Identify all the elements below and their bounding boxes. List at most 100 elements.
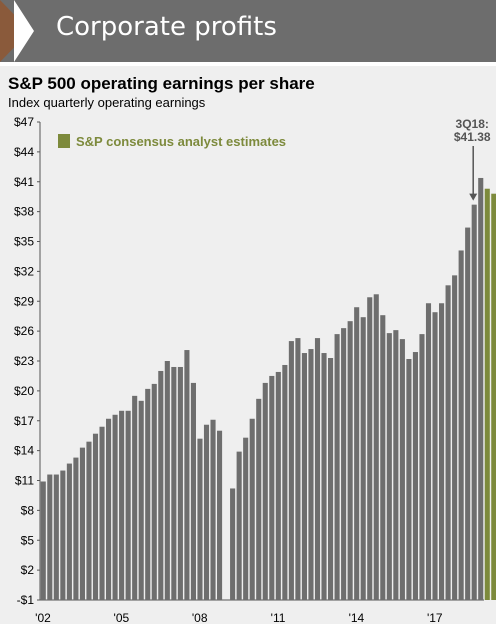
bar-actual — [282, 364, 288, 600]
banner-chevron-icon — [14, 0, 34, 62]
bar-actual — [439, 303, 445, 600]
banner-title: Corporate profits — [56, 12, 277, 42]
bar-actual — [158, 370, 164, 600]
bar-actual — [119, 410, 125, 600]
bar-actual — [380, 315, 386, 600]
bar-actual — [66, 463, 72, 600]
annotation-label-line2: $41.38 — [454, 130, 491, 144]
bar-actual — [256, 398, 262, 600]
bar-actual — [314, 338, 321, 600]
chart-title: S&P 500 operating earnings per share — [8, 74, 315, 93]
bar-actual — [177, 366, 183, 600]
x-tick-label: '17 — [427, 611, 443, 624]
y-tick-label: $14 — [14, 444, 34, 458]
bar-actual — [60, 470, 66, 600]
bar-actual — [347, 321, 353, 600]
bar-actual — [73, 457, 79, 600]
y-tick-label: $20 — [14, 384, 34, 398]
bar-actual — [210, 419, 216, 600]
bar-actual — [151, 383, 157, 600]
bar-actual — [465, 227, 471, 600]
y-tick-label: $8 — [21, 503, 35, 517]
bar-actual — [99, 426, 105, 600]
bar-actual — [203, 424, 210, 600]
bar-actual — [112, 414, 118, 600]
bar-estimate — [491, 193, 496, 600]
bar-actual — [393, 330, 399, 600]
x-tick-label: '08 — [192, 611, 208, 624]
bar-actual — [328, 358, 334, 600]
bar-actual — [184, 350, 190, 600]
legend-label: S&P consensus analyst estimates — [76, 134, 286, 149]
y-tick-label: $11 — [15, 474, 34, 488]
bar-actual — [197, 438, 203, 600]
bar-actual — [249, 418, 255, 600]
bar-actual — [412, 352, 418, 600]
bar-actual — [367, 297, 373, 600]
bar-actual — [125, 410, 131, 600]
x-tick-label: '14 — [349, 611, 365, 624]
x-tick-label: '11 — [271, 611, 286, 624]
y-tick-label: $2 — [21, 563, 35, 577]
bar-actual — [86, 441, 92, 600]
bar-actual — [106, 418, 112, 600]
bar-actual — [432, 312, 438, 600]
bar-actual — [406, 359, 412, 600]
y-tick-label: $41 — [14, 175, 34, 189]
bar-actual — [471, 204, 477, 600]
x-tick-label: '05 — [114, 611, 130, 624]
bar-actual — [269, 375, 275, 600]
bar-actual — [236, 451, 242, 600]
x-tick-label: '02 — [35, 611, 51, 624]
y-tick-label: $23 — [14, 354, 34, 368]
bar-actual — [295, 338, 301, 600]
section-banner: Corporate profits — [0, 0, 496, 62]
bar-actual — [419, 334, 425, 600]
bar-actual — [145, 388, 151, 600]
bar-actual — [452, 275, 458, 600]
bar-actual — [275, 371, 281, 600]
bar-actual — [79, 447, 85, 600]
bar-actual — [92, 433, 99, 600]
y-tick-label: $26 — [14, 324, 34, 338]
bar-actual — [132, 395, 138, 600]
y-tick-label: -$1 — [17, 593, 35, 607]
bar-actual — [230, 488, 236, 600]
y-tick-label: $38 — [14, 205, 34, 219]
bar-actual — [478, 177, 484, 601]
bar-actual — [425, 303, 432, 600]
annotation-label-line1: 3Q18: — [456, 117, 489, 131]
bar-actual — [360, 317, 366, 600]
bar-actual — [308, 349, 314, 600]
y-tick-label: $17 — [14, 414, 34, 428]
bar-actual — [321, 353, 327, 600]
bar-actual — [53, 474, 59, 600]
bar-actual — [47, 474, 53, 600]
bar-actual — [243, 437, 249, 600]
y-tick-label: $35 — [14, 235, 34, 249]
y-tick-label: $5 — [21, 533, 35, 547]
bar-actual — [190, 382, 196, 600]
y-tick-label: $44 — [14, 145, 34, 159]
bar-actual — [171, 366, 177, 600]
bar-actual — [217, 430, 223, 600]
bar-actual — [262, 382, 268, 600]
y-tick-label: $32 — [14, 264, 34, 278]
chart-subtitle: Index quarterly operating earnings — [8, 95, 206, 110]
y-tick-label: $29 — [14, 294, 34, 308]
bar-actual — [354, 307, 360, 600]
bar-actual — [341, 328, 347, 600]
y-tick-label: $47 — [14, 115, 34, 129]
bar-actual — [399, 339, 405, 600]
bar-actual — [288, 341, 294, 600]
bar-actual — [458, 250, 464, 600]
bar-actual — [334, 334, 340, 600]
bar-actual — [445, 285, 451, 600]
legend-swatch — [58, 134, 70, 148]
annotation-arrow-icon — [469, 193, 478, 201]
bar-estimate — [484, 188, 490, 601]
bar-actual — [373, 294, 379, 600]
bar-actual — [40, 481, 46, 600]
bar-actual — [164, 361, 170, 600]
